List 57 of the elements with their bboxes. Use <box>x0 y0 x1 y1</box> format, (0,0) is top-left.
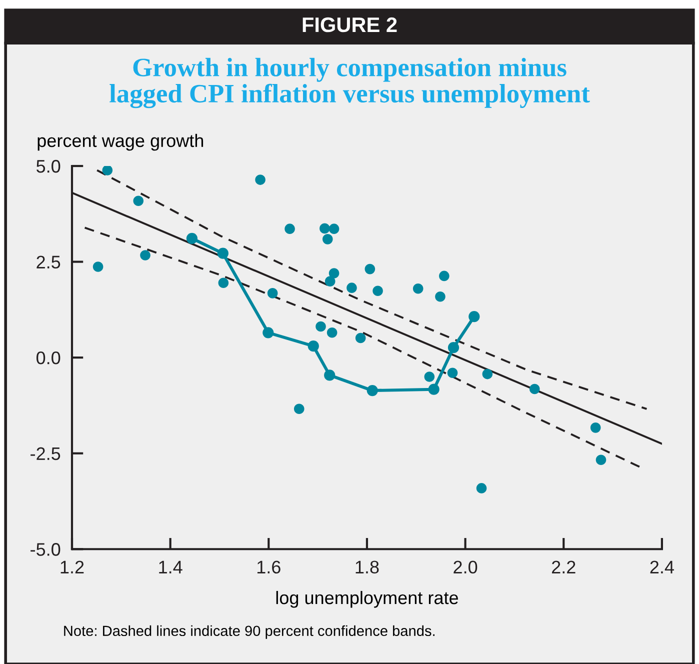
y-tick-label: 0.0 <box>36 352 60 364</box>
point <box>435 291 446 302</box>
y-axis-title: percent wage growth <box>38 134 204 151</box>
point <box>324 276 336 286</box>
x-tick-label: 2.2 <box>552 560 576 574</box>
point <box>294 404 304 414</box>
point <box>366 384 378 396</box>
x-tick-label: 1.6 <box>257 560 280 574</box>
y-tick-label: 2.5 <box>36 256 60 268</box>
point <box>324 370 336 381</box>
x-tick-label: 2.0 <box>454 560 478 574</box>
line-series <box>96 169 648 410</box>
point <box>412 283 424 294</box>
y-tick-label: -5.0 <box>30 543 60 556</box>
point <box>284 224 295 234</box>
y-tick-label: 5.0 <box>36 160 60 173</box>
point <box>262 327 274 338</box>
point <box>482 368 493 380</box>
point <box>355 332 366 344</box>
chart-title: FIGURE 2 <box>302 17 397 32</box>
point <box>267 288 278 298</box>
point <box>364 264 376 274</box>
text: Note: Dashed lines indicate 90 percent confidence bands. <box>64 625 435 639</box>
point <box>448 342 460 354</box>
x-tick-label: 1.4 <box>159 560 182 574</box>
point <box>372 286 383 296</box>
point <box>320 223 330 234</box>
point <box>218 278 229 288</box>
point <box>529 384 540 394</box>
point <box>133 196 144 206</box>
point <box>255 174 266 185</box>
point <box>326 328 338 338</box>
point <box>140 250 150 260</box>
x-tick-label: 1.2 <box>60 560 84 574</box>
point <box>439 270 450 282</box>
point <box>476 483 487 494</box>
point <box>328 224 340 234</box>
point <box>428 384 440 395</box>
point <box>316 321 326 332</box>
point <box>92 262 104 272</box>
point <box>328 268 340 278</box>
x-tick-label: 2.4 <box>650 560 674 574</box>
chart-subtitle: Growth in hourly compensation minus lagged CPI inflation versus unemployment <box>110 58 590 108</box>
point <box>447 368 458 378</box>
point <box>308 340 319 352</box>
x-axis-title: log unemployment rate <box>276 590 458 608</box>
point <box>596 454 606 466</box>
x-tick-label: 1.8 <box>356 560 379 574</box>
point <box>186 232 198 244</box>
point <box>590 422 601 433</box>
point <box>468 311 480 322</box>
y-tick-label: -2.5 <box>30 447 60 460</box>
point <box>217 248 228 259</box>
point <box>102 166 113 176</box>
point <box>424 372 435 382</box>
point <box>322 234 333 244</box>
point <box>346 282 357 293</box>
